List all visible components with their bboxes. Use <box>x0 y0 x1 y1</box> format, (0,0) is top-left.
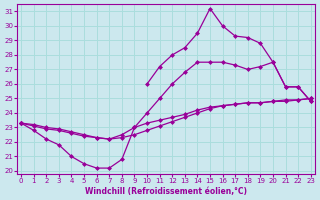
X-axis label: Windchill (Refroidissement éolien,°C): Windchill (Refroidissement éolien,°C) <box>85 187 247 196</box>
